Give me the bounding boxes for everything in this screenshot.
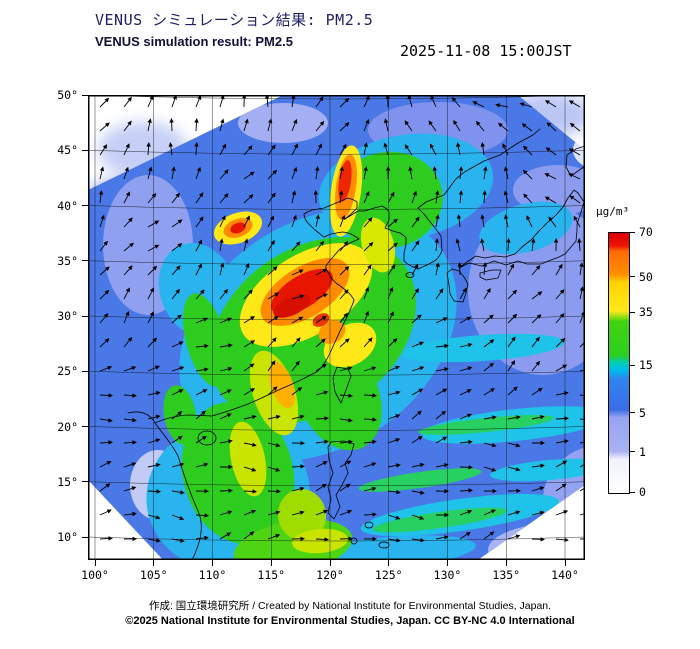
x-tick [329, 560, 331, 566]
y-tick [82, 260, 88, 262]
y-tick-label: 35° [57, 253, 78, 268]
x-tick-label: 130° [433, 568, 462, 582]
colorbar-tick-label: 15 [639, 358, 653, 373]
y-tick-label: 10° [57, 530, 78, 544]
x-tick [212, 560, 213, 566]
y-tick [82, 370, 88, 372]
colorbar-tick-label: 35 [639, 305, 653, 320]
page-title-japanese: VENUS シミュレーション結果: PM2.5 [95, 11, 374, 29]
colorbar [608, 232, 630, 494]
map-svg [78, 93, 594, 561]
y-tick [82, 481, 88, 483]
colorbar-unit-label: µg/m³ [596, 205, 630, 218]
y-tick-label: 40° [57, 198, 78, 213]
island-hokkaido [565, 145, 586, 177]
copyright-line: ©2025 National Institute for Environment… [125, 615, 575, 627]
colorbar-tick [630, 231, 635, 233]
x-tick [388, 560, 390, 566]
y-tick [82, 426, 88, 427]
wind-vectors [98, 94, 594, 543]
coastline-china [154, 197, 383, 424]
x-tick [270, 560, 272, 566]
x-tick-label: 115° [257, 568, 286, 582]
y-tick-label: 20° [57, 419, 78, 434]
y-tick [82, 149, 88, 151]
y-tick [82, 536, 88, 538]
y-tick [82, 205, 88, 206]
x-tick-label: 125° [374, 568, 403, 582]
colorbar-tick-label: 5 [639, 405, 646, 420]
island-kyushu [446, 268, 469, 303]
map-plot [78, 93, 594, 561]
x-tick-label: 100° [81, 568, 109, 582]
x-tick [447, 560, 448, 566]
credit-line: 作成: 国立環境研究所 / Created by National Instit… [148, 600, 552, 612]
colorbar-tick [630, 491, 635, 493]
latlon-grid [87, 94, 586, 560]
coastline-indochina [127, 411, 202, 561]
page-title-english: VENUS simulation result: PM2.5 [95, 34, 293, 49]
island-shikoku [479, 269, 502, 281]
colorbar-tick [630, 451, 635, 453]
colorbar-tick-label: 70 [639, 225, 653, 239]
colorbar-tick [630, 364, 635, 366]
colorbar-tick [630, 311, 635, 313]
y-tick [82, 315, 88, 317]
x-tick-label: 135° [492, 568, 521, 582]
valid-datetime: 2025-11-08 15:00JST [400, 42, 572, 60]
island-hainan [197, 430, 217, 446]
colorbar-tick [630, 412, 635, 414]
x-tick [153, 560, 155, 566]
island-taiwan [332, 366, 352, 404]
x-tick [94, 560, 96, 566]
colorbar-tick [630, 276, 635, 278]
x-tick [505, 560, 507, 566]
colorbar-tick-label: 50 [639, 269, 653, 284]
y-tick-label: 45° [57, 143, 78, 158]
x-tick-label: 140° [551, 568, 579, 582]
x-tick-label: 110° [198, 568, 227, 582]
concentration-field [88, 95, 585, 560]
y-tick-label: 30° [57, 309, 78, 323]
y-tick-label: 50° [57, 88, 78, 102]
x-tick [564, 560, 566, 566]
island-luzon [327, 440, 355, 520]
y-tick-label: 15° [57, 474, 78, 489]
plot-frame [88, 95, 585, 560]
coastline-korea-russia [381, 128, 541, 270]
x-tick-label: 120° [316, 568, 344, 582]
colorbar-tick-label: 1 [639, 444, 646, 459]
y-tick [82, 94, 88, 96]
x-tick-label: 105° [139, 568, 168, 582]
y-tick-label: 25° [57, 364, 78, 379]
colorbar-tick-label: 0 [639, 485, 646, 499]
